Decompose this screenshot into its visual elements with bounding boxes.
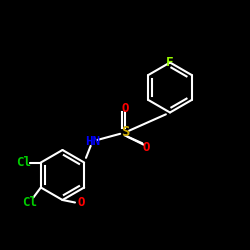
Text: S: S (121, 126, 129, 140)
Text: Cl: Cl (16, 156, 31, 169)
Text: O: O (142, 141, 150, 154)
Text: F: F (166, 56, 174, 69)
Text: Cl: Cl (22, 196, 37, 209)
Text: O: O (121, 102, 129, 115)
Text: O: O (78, 196, 85, 209)
Text: HN: HN (85, 135, 100, 148)
